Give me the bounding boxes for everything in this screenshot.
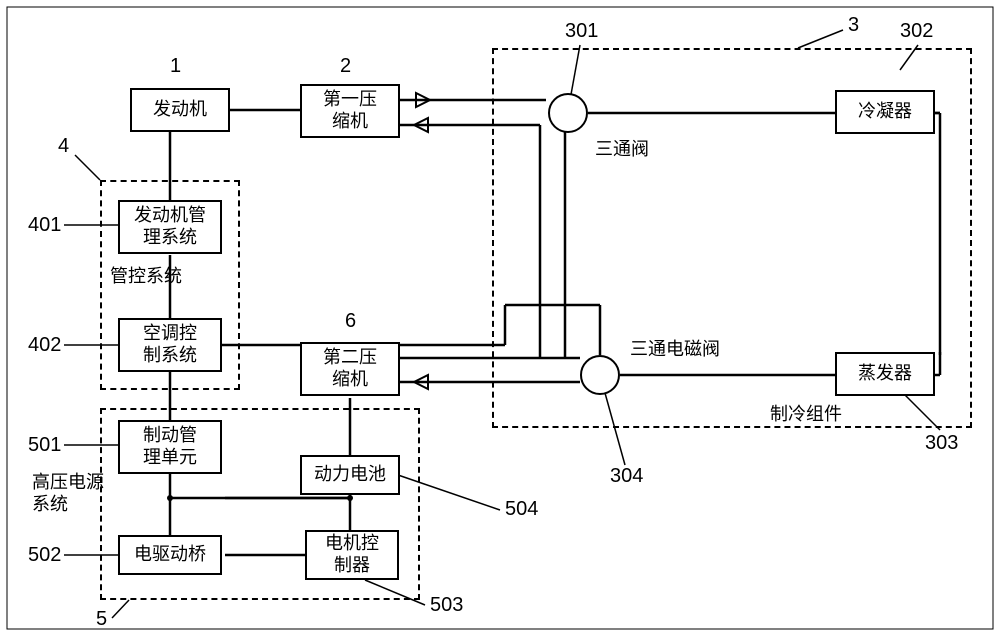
- ref-502: 502: [28, 544, 61, 567]
- node-power-battery-label: 动力电池: [314, 464, 386, 486]
- node-evaporator-label: 蒸发器: [858, 363, 912, 385]
- node-evaporator: 蒸发器: [835, 352, 935, 396]
- ref-5: 5: [96, 608, 107, 631]
- node-valve3: [548, 93, 588, 133]
- ref-6: 6: [345, 310, 356, 333]
- ref-503: 503: [430, 594, 463, 617]
- ref-3: 3: [848, 14, 859, 37]
- node-brake-mgmt-label: 制动管 理单元: [143, 425, 197, 468]
- node-ac-ctrl-label: 空调控 制系统: [143, 323, 197, 366]
- node-ac-ctrl: 空调控 制系统: [118, 318, 222, 372]
- node-engine-mgmt-label: 发动机管 理系统: [134, 205, 206, 248]
- node-compressor2-label: 第二压 缩机: [323, 347, 377, 390]
- node-compressor1: 第一压 缩机: [300, 84, 400, 138]
- ref-302: 302: [900, 20, 933, 43]
- node-engine-mgmt: 发动机管 理系统: [118, 200, 222, 254]
- ref-501: 501: [28, 434, 61, 457]
- node-valve3em: [580, 355, 620, 395]
- ref-401: 401: [28, 214, 61, 237]
- label-group-cooling: 制冷组件: [770, 400, 842, 426]
- node-power-battery: 动力电池: [300, 455, 400, 495]
- label-group-hv: 高压电源 系统: [32, 472, 104, 515]
- ref-2: 2: [340, 55, 351, 78]
- ref-504: 504: [505, 498, 538, 521]
- label-group-mgmt: 管控系统: [110, 262, 182, 288]
- node-motor-ctrl-label: 电机控 制器: [325, 533, 379, 576]
- ref-304: 304: [610, 465, 643, 488]
- ref-301: 301: [565, 20, 598, 43]
- ref-303: 303: [925, 432, 958, 455]
- node-motor-ctrl: 电机控 制器: [305, 530, 399, 580]
- diagram-canvas: 发动机 第一压 缩机 冷凝器 蒸发器 发动机管 理系统 空调控 制系统 第二压 …: [0, 0, 1000, 638]
- label-valve3em: 三通电磁阀: [630, 335, 720, 361]
- node-brake-mgmt: 制动管 理单元: [118, 420, 222, 474]
- node-engine-label: 发动机: [153, 99, 207, 121]
- node-compressor2: 第二压 缩机: [300, 342, 400, 396]
- ref-402: 402: [28, 334, 61, 357]
- node-engine: 发动机: [130, 88, 230, 132]
- node-condenser: 冷凝器: [835, 90, 935, 134]
- ref-1: 1: [170, 55, 181, 78]
- label-valve3: 三通阀: [595, 135, 649, 161]
- node-compressor1-label: 第一压 缩机: [323, 89, 377, 132]
- ref-4: 4: [58, 135, 69, 158]
- node-condenser-label: 冷凝器: [858, 101, 912, 123]
- node-edrive-axle: 电驱动桥: [118, 535, 222, 575]
- node-edrive-axle-label: 电驱动桥: [134, 544, 206, 566]
